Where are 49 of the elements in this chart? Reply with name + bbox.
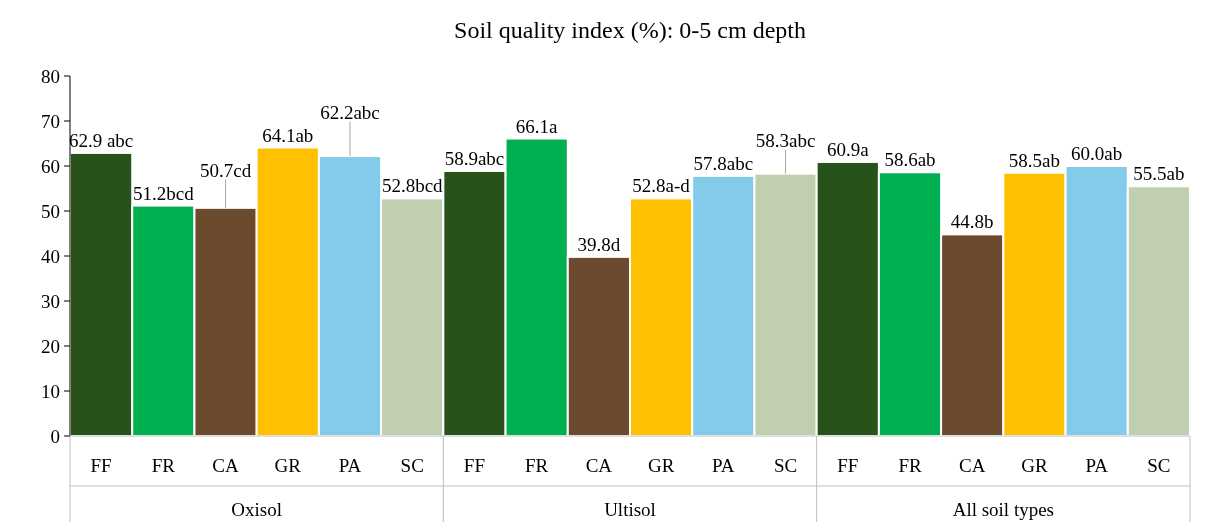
data-label: 44.8b: [950, 211, 994, 233]
x-tick-label: GR: [1021, 455, 1048, 476]
y-tick-label: 70: [41, 110, 60, 132]
y-tick-label: 40: [41, 245, 60, 267]
data-label: 62.9 abc: [68, 129, 134, 151]
x-tick-label: SC: [773, 455, 798, 476]
data-label: 52.8a-d: [632, 175, 691, 197]
x-tick-label: SC: [1147, 455, 1171, 476]
x-tick-label: PA: [338, 455, 362, 476]
x-tick-label: FF: [90, 455, 112, 476]
data-label: 60.9a: [826, 138, 870, 160]
data-label: 62.2abc: [320, 101, 380, 123]
x-tick-label: FR: [525, 455, 549, 476]
x-tick-label: CA: [585, 455, 613, 476]
data-label: 58.9abc: [444, 147, 505, 169]
x-tick-label: GR: [647, 455, 675, 476]
x-tick-label: CA: [212, 455, 240, 476]
data-label: 50.7cd: [199, 159, 252, 181]
data-label: 64.1ab: [262, 124, 314, 146]
y-tick-label: 50: [41, 200, 60, 222]
x-tick-label: FF: [463, 455, 486, 476]
chart-title: Soil quality index (%): 0-5 cm depth: [454, 17, 806, 43]
text: All soil types: [952, 499, 1055, 520]
y-tick-label: 30: [41, 290, 60, 312]
x-tick-label: PA: [1085, 455, 1109, 476]
y-tick-label: 20: [41, 335, 60, 357]
x-tick-label: FF: [837, 455, 859, 476]
data-label: 58.6ab: [884, 149, 936, 171]
data-label: 51.2bcd: [132, 182, 195, 204]
x-tick-label: CA: [959, 455, 986, 476]
text: Ultisol: [604, 499, 656, 520]
y-tick-label: 80: [41, 65, 60, 87]
data-label: 58.3abc: [755, 129, 816, 151]
data-label: 60.0ab: [1071, 143, 1123, 164]
data-label: 39.8d: [577, 233, 621, 255]
x-tick-label: GR: [274, 455, 302, 476]
y-tick-label: 10: [41, 380, 60, 402]
x-tick-label: FR: [151, 455, 176, 476]
y-tick-label: 60: [41, 155, 60, 177]
data-label: 52.8bcd: [381, 175, 444, 197]
data-label: 66.1a: [515, 115, 559, 137]
x-tick-label: PA: [712, 455, 735, 476]
data-label: 57.8abc: [693, 152, 754, 174]
text: Oxisol: [231, 499, 283, 520]
x-tick-label: SC: [400, 455, 424, 476]
data-label: 55.5ab: [1133, 163, 1185, 185]
x-tick-label: FR: [898, 455, 922, 476]
y-tick-label: 0: [50, 425, 60, 447]
data-label: 58.5ab: [1008, 149, 1061, 171]
